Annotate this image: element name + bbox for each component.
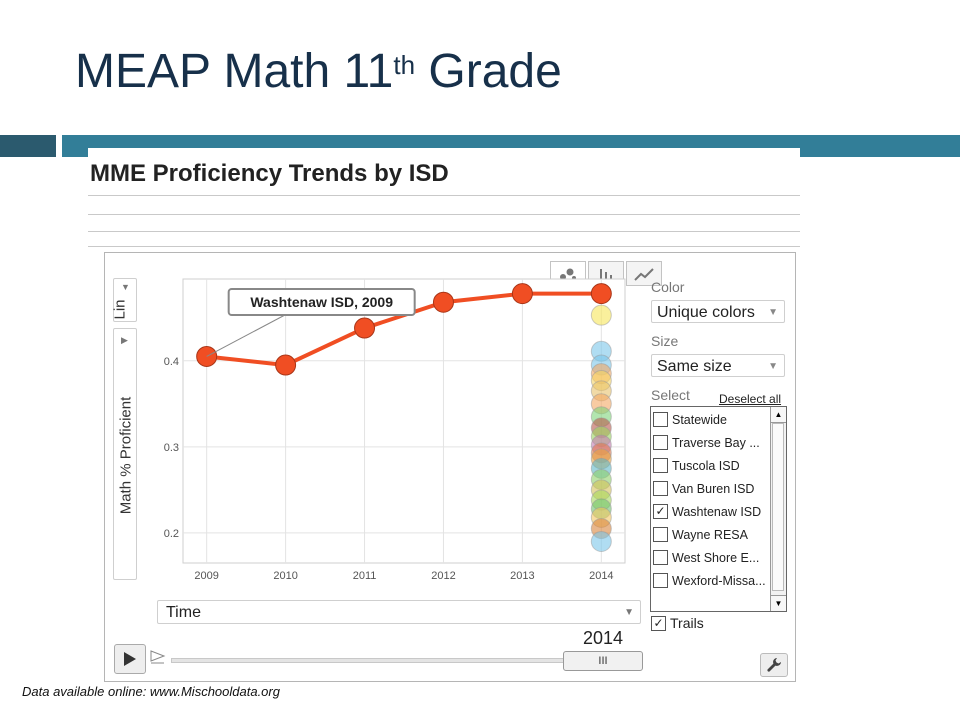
x-tick-label: 2009 xyxy=(194,570,218,582)
y-tick-label: 0.3 xyxy=(164,442,179,454)
select-list-item-label: Van Buren ISD xyxy=(672,482,755,496)
list-scrollbar[interactable]: ▲ ▼ xyxy=(770,407,786,611)
select-list-item-label: West Shore E... xyxy=(672,551,760,565)
checkbox-icon xyxy=(653,527,668,543)
slide-title-end: Grade xyxy=(415,45,562,98)
dropdown-arrow-icon: ▶ xyxy=(121,335,128,345)
slide-title: MEAP Math 11th Grade xyxy=(75,44,562,99)
select-list-item-label: Washtenaw ISD xyxy=(672,505,762,519)
divider xyxy=(88,246,800,247)
trail-point xyxy=(590,283,612,305)
select-list-item[interactable]: Traverse Bay ... xyxy=(653,432,771,454)
y-axis-label: Math % Proficient xyxy=(117,396,135,515)
select-list-item[interactable]: Wexford-Missa... xyxy=(653,570,771,592)
tooltip-connector xyxy=(206,312,289,357)
select-list-item[interactable]: Wayne RESA xyxy=(653,524,771,546)
select-list-item[interactable]: West Shore E... xyxy=(653,547,771,569)
checkbox-icon xyxy=(653,481,668,497)
divider xyxy=(88,231,800,232)
checkbox-icon xyxy=(653,550,668,566)
dropdown-arrow-icon: ▼ xyxy=(768,361,778,372)
y-tick-label: 0.4 xyxy=(164,356,179,368)
checkbox-icon xyxy=(653,412,668,428)
x-axis-value: Time xyxy=(166,604,201,621)
checkbox-icon xyxy=(653,435,668,451)
y-scale-value: Lin xyxy=(111,299,129,320)
x-tick-label: 2013 xyxy=(510,570,534,582)
select-list-item[interactable]: Statewide xyxy=(653,409,771,431)
dropdown-arrow-icon: ▼ xyxy=(624,607,634,618)
entity-select-list: Statewide Traverse Bay ... Tuscola ISD Van … xyxy=(650,406,787,612)
select-list-item-label: Wexford-Missa... xyxy=(672,574,766,588)
trails-check-icon: ✓ xyxy=(651,615,666,631)
trail-point xyxy=(432,291,454,313)
size-select[interactable]: Same size ▼ xyxy=(651,354,785,377)
checkbox-icon xyxy=(653,458,668,474)
line-chart-icon xyxy=(634,267,654,281)
size-value: Same size xyxy=(657,358,732,375)
tooltip-label: Washtenaw ISD, 2009 xyxy=(250,294,393,310)
current-time-label: 2014 xyxy=(583,628,624,648)
playback-speed-icon[interactable] xyxy=(150,650,166,664)
chart-page-title: MME Proficiency Trends by ISD xyxy=(90,160,449,187)
accent-band-left xyxy=(0,135,56,157)
play-button[interactable] xyxy=(114,644,146,674)
bar-chart-icon xyxy=(600,268,612,281)
x-axis-select[interactable]: Time ▼ xyxy=(157,600,641,624)
settings-button[interactable] xyxy=(760,653,788,677)
select-list-item[interactable]: Tuscola ISD xyxy=(653,455,771,477)
select-list-item[interactable]: Van Buren ISD xyxy=(653,478,771,500)
data-source-footer: Data available online: www.Mischooldata.… xyxy=(22,684,280,699)
plot-area: 2009 2010 2011 2012 2013 2014 0.2 0.3 0.4 Washten… xyxy=(164,278,626,582)
scroll-up-icon[interactable]: ▲ xyxy=(771,407,786,423)
play-icon xyxy=(124,652,136,666)
divider xyxy=(88,214,800,215)
checkbox-icon: ✓ xyxy=(653,504,668,520)
select-label: Select xyxy=(651,387,690,403)
time-slider-thumb[interactable]: III xyxy=(563,651,643,671)
size-label: Size xyxy=(651,333,679,349)
checkbox-icon xyxy=(653,573,668,589)
divider xyxy=(88,195,800,196)
x-tick-label: 2011 xyxy=(353,570,377,582)
dropdown-arrow-icon: ▼ xyxy=(768,307,778,318)
chart-screenshot: MME Proficiency Trends by ISD ▼ Lin ▶ Ma… xyxy=(88,148,800,682)
select-list-item-label: Tuscola ISD xyxy=(672,459,740,473)
bubble-2014 xyxy=(590,530,612,552)
select-list-item[interactable]: ✓ Washtenaw ISD xyxy=(653,501,771,523)
deselect-all-link[interactable]: Deselect all xyxy=(719,392,782,406)
y-scale-select[interactable]: ▼ Lin xyxy=(111,278,137,322)
slide-title-superscript: th xyxy=(393,50,416,80)
bubble-chart-icon xyxy=(560,268,576,280)
x-tick-label: 2010 xyxy=(273,570,297,582)
trail-point xyxy=(275,354,297,376)
y-tick-label: 0.2 xyxy=(164,528,179,540)
motion-chart-panel: ▼ Lin ▶ Math % Proficient 2009 2010 2011 20… xyxy=(104,252,796,682)
tooltip-box xyxy=(227,288,416,316)
dropdown-arrow-icon: ▼ xyxy=(121,282,130,292)
trails-label: Trails xyxy=(670,615,704,631)
x-tick-label: 2014 xyxy=(589,570,613,582)
trail-point xyxy=(354,317,376,339)
trails-checkbox[interactable]: ✓ Trails xyxy=(651,615,704,632)
color-label: Color xyxy=(651,279,685,295)
trail-point xyxy=(511,283,533,305)
select-list-item-label: Traverse Bay ... xyxy=(672,436,760,450)
select-list-item-label: Wayne RESA xyxy=(672,528,748,542)
color-select[interactable]: Unique colors ▼ xyxy=(651,300,785,323)
slide-title-main: MEAP Math 11 xyxy=(75,45,394,98)
scroll-down-icon[interactable]: ▼ xyxy=(771,595,786,611)
bubble-2014 xyxy=(590,304,612,326)
select-list-item-label: Statewide xyxy=(672,413,727,427)
line-chart-mode-button[interactable] xyxy=(626,261,662,286)
wrench-icon xyxy=(767,658,781,672)
y-axis-select[interactable]: ▶ Math % Proficient xyxy=(113,328,137,580)
color-value: Unique colors xyxy=(657,304,755,321)
x-tick-label: 2012 xyxy=(431,570,455,582)
plot-frame xyxy=(182,278,626,564)
scroll-thumb[interactable] xyxy=(772,423,784,591)
